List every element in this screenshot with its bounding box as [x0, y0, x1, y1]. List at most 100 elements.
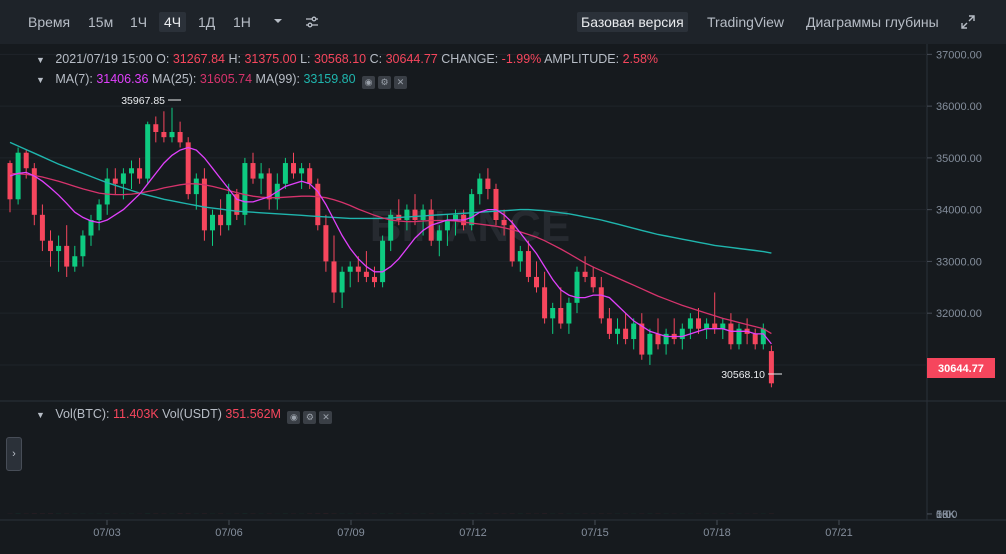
volume-legend: ▼ Vol(BTC): 11.403K Vol(USDT) 351.562M ◉…	[36, 407, 333, 424]
volume-tick-label: 0.00	[936, 509, 957, 521]
price-tick-label: 33000.00	[936, 256, 982, 268]
chart-toolbar: Время 15м 1Ч 4Ч 1Д 1Н Базовая версия Tra…	[0, 0, 1006, 44]
interval-4h[interactable]: 4Ч	[159, 12, 187, 32]
candles	[7, 107, 774, 388]
ma7-value: 31406.36	[96, 72, 149, 86]
candle-body	[193, 178, 199, 195]
candle-body	[372, 276, 377, 283]
indicator-settings-icon[interactable]	[304, 14, 320, 33]
high-marker-label: 35967.85	[121, 95, 165, 107]
candle-body	[501, 220, 507, 226]
interval-1d[interactable]: 1Д	[198, 14, 216, 30]
candle-body	[137, 168, 143, 179]
volume-settings-icon[interactable]: ⚙	[303, 411, 317, 424]
candle-body	[112, 178, 118, 184]
amplitude-label: AMPLITUDE:	[544, 52, 620, 66]
vol-usdt-value: 351.562M	[225, 407, 281, 421]
amplitude-value: 2.58%	[622, 52, 659, 66]
candle-body	[120, 173, 126, 184]
candle-body	[153, 124, 159, 132]
interval-1w[interactable]: 1Н	[233, 14, 251, 30]
candle-body	[517, 251, 523, 262]
ma-close-icon[interactable]: ✕	[394, 76, 408, 89]
candle-body	[704, 323, 710, 329]
candle-body	[72, 256, 78, 267]
candle-body	[234, 194, 240, 215]
ohlc-collapse-icon[interactable]: ▼	[36, 55, 45, 65]
candle-body	[436, 230, 442, 241]
candle-body	[534, 276, 539, 288]
high-value: 31375.00	[244, 52, 297, 66]
candle-body	[525, 251, 531, 277]
vol-btc-value: 11.403K	[113, 407, 159, 421]
candle-body	[355, 266, 361, 272]
view-tradingview[interactable]: TradingView	[707, 14, 785, 30]
candle-body	[307, 168, 313, 184]
volume-close-icon[interactable]: ✕	[319, 411, 333, 424]
close-label: C:	[369, 52, 383, 66]
price-tick-label: 34000.00	[936, 205, 982, 217]
candle-body	[266, 173, 272, 200]
last-price-label: 30644.77	[938, 363, 984, 375]
candle-body	[104, 178, 110, 205]
candle-body	[169, 132, 175, 138]
candle-body	[655, 333, 661, 345]
ma99-label: MA(99):	[255, 72, 300, 86]
candle-body	[23, 152, 29, 169]
candle-body	[7, 163, 13, 200]
view-basic[interactable]: Базовая версия	[577, 12, 688, 32]
candle-body	[679, 328, 685, 340]
ma7-label: MA(7):	[55, 72, 93, 86]
candlestick-chart[interactable]: BINANCE 37000.0036000.0035000.0034000.00…	[0, 44, 1006, 554]
candle-body	[299, 168, 305, 174]
candle-body	[550, 308, 556, 319]
ma-settings-icon[interactable]: ⚙	[378, 76, 392, 89]
volume-tick-label: 5K	[936, 509, 950, 521]
candle-body	[363, 271, 369, 277]
candle-body	[444, 220, 450, 231]
candle-body	[728, 323, 734, 345]
date-tick-label: 07/03	[93, 527, 121, 539]
candle-body	[250, 163, 256, 179]
ma25-label: MA(25):	[151, 72, 197, 86]
volume-visibility-icon[interactable]: ◉	[287, 411, 301, 424]
ma-visibility-icon[interactable]: ◉	[362, 76, 376, 89]
view-depth-chart[interactable]: Диаграммы глубины	[806, 14, 939, 30]
candle-body	[453, 214, 458, 220]
change-value: -1.99%	[501, 52, 542, 66]
time-label[interactable]: Время	[28, 14, 71, 30]
candle-body	[404, 209, 410, 220]
date-tick-label: 07/18	[703, 527, 731, 539]
candle-body	[218, 214, 224, 226]
candle-body	[315, 183, 321, 226]
low-marker-label: 30568.10	[721, 369, 765, 381]
candle-body	[631, 323, 637, 340]
price-tick-label: 37000.00	[936, 49, 982, 61]
candle-body	[590, 276, 596, 288]
ma99-value: 33159.80	[303, 72, 356, 86]
candle-body	[720, 323, 726, 329]
candle-body	[558, 308, 564, 324]
volume-tick-label: 15K	[936, 509, 956, 521]
ohlc-date: 2021/07/19 15:00	[55, 52, 153, 66]
candle-body	[185, 142, 191, 195]
open-value: 31267.84	[172, 52, 225, 66]
date-tick-label: 07/15	[581, 527, 609, 539]
ma-collapse-icon[interactable]: ▼	[36, 75, 45, 85]
ma99-line	[9, 141, 772, 254]
candle-body	[380, 240, 386, 283]
candle-body	[477, 178, 483, 195]
candle-body	[647, 333, 653, 355]
price-tick-label: 35000.00	[936, 153, 982, 165]
more-intervals-dropdown-icon[interactable]	[272, 14, 284, 30]
date-tick-label: 07/21	[825, 527, 853, 539]
interval-1h[interactable]: 1Ч	[130, 14, 148, 30]
candle-body	[291, 163, 296, 174]
date-tick-label: 07/12	[459, 527, 487, 539]
candle-body	[339, 271, 345, 293]
expand-panel-chevron-icon[interactable]: ›	[6, 437, 22, 471]
volume-collapse-icon[interactable]: ▼	[36, 410, 45, 420]
interval-15m[interactable]: 15м	[88, 14, 114, 30]
fullscreen-icon[interactable]	[960, 14, 976, 33]
candle-body	[493, 188, 499, 220]
